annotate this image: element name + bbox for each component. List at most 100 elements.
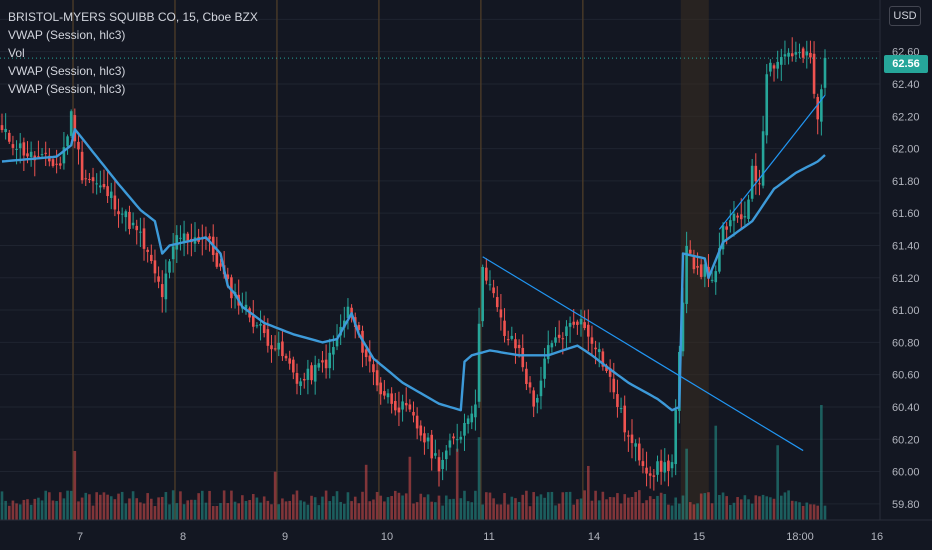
candle-body[interactable]: [401, 401, 404, 410]
candle-body[interactable]: [310, 365, 313, 381]
candle-body[interactable]: [557, 334, 561, 338]
candle-body[interactable]: [648, 473, 652, 476]
candle-body[interactable]: [488, 284, 492, 286]
candle-body[interactable]: [313, 364, 317, 382]
candle-body[interactable]: [99, 185, 102, 188]
candle-body[interactable]: [816, 96, 820, 120]
trendline[interactable]: [718, 94, 826, 230]
indicator-volume-label[interactable]: Vol: [8, 46, 25, 60]
candle-body[interactable]: [317, 363, 321, 368]
candle-body[interactable]: [725, 226, 728, 230]
candle-body[interactable]: [645, 467, 648, 474]
candle-body[interactable]: [718, 248, 721, 272]
trendlines[interactable]: [482, 94, 826, 452]
candle-body[interactable]: [390, 393, 393, 404]
candle-body[interactable]: [292, 359, 295, 373]
candle-body[interactable]: [783, 54, 787, 57]
candle-body[interactable]: [525, 368, 528, 384]
candle-body[interactable]: [51, 159, 55, 166]
candle-body[interactable]: [230, 277, 233, 299]
candle-body[interactable]: [612, 378, 616, 393]
candle-body[interactable]: [58, 163, 62, 166]
candle-body[interactable]: [171, 246, 175, 260]
candle-body[interactable]: [652, 475, 656, 477]
candle-body[interactable]: [721, 225, 725, 250]
candle-body[interactable]: [466, 418, 470, 425]
candle-body[interactable]: [423, 433, 426, 443]
candle-body[interactable]: [485, 267, 488, 281]
candle-body[interactable]: [699, 264, 703, 277]
candle-body[interactable]: [215, 252, 219, 267]
candle-body[interactable]: [113, 195, 117, 210]
candle-body[interactable]: [324, 359, 328, 369]
candle-body[interactable]: [729, 220, 732, 227]
candle-body[interactable]: [637, 443, 641, 461]
candle-body[interactable]: [656, 461, 659, 475]
candle-body[interactable]: [605, 365, 608, 372]
candle-body[interactable]: [820, 89, 823, 122]
candle-body[interactable]: [302, 378, 306, 381]
candle-body[interactable]: [95, 183, 98, 185]
candle-body[interactable]: [561, 338, 565, 340]
candle-body[interactable]: [452, 436, 455, 439]
candle-body[interactable]: [383, 391, 386, 396]
candle-body[interactable]: [372, 364, 375, 373]
candle-body[interactable]: [22, 142, 26, 156]
currency-button[interactable]: USD: [889, 6, 921, 26]
candle-body[interactable]: [805, 51, 809, 56]
candle-body[interactable]: [459, 436, 463, 440]
candle-body[interactable]: [175, 235, 179, 250]
candle-body[interactable]: [168, 261, 171, 273]
candle-body[interactable]: [736, 215, 739, 218]
candle-body[interactable]: [750, 165, 754, 199]
candle-body[interactable]: [80, 151, 84, 181]
candle-body[interactable]: [182, 233, 186, 242]
candle-body[interactable]: [506, 339, 510, 341]
candle-body[interactable]: [463, 422, 466, 436]
candle-body[interactable]: [4, 128, 7, 133]
candle-body[interactable]: [69, 111, 73, 136]
candle-body[interactable]: [583, 322, 586, 329]
candle-body[interactable]: [565, 326, 568, 336]
candle-body[interactable]: [823, 57, 827, 88]
candle-body[interactable]: [62, 147, 66, 164]
candle-body[interactable]: [131, 222, 135, 226]
candle-body[interactable]: [66, 136, 69, 147]
candle-body[interactable]: [776, 61, 779, 69]
candle-body[interactable]: [255, 325, 259, 327]
candle-body[interactable]: [492, 287, 495, 294]
candle-body[interactable]: [754, 165, 758, 182]
candle-body[interactable]: [499, 309, 503, 318]
candle-body[interactable]: [404, 403, 408, 406]
candle-body[interactable]: [88, 178, 91, 180]
candle-body[interactable]: [117, 211, 120, 215]
candle-body[interactable]: [554, 337, 557, 343]
candle-body[interactable]: [11, 144, 15, 148]
candle-body[interactable]: [332, 347, 335, 355]
candle-body[interactable]: [251, 315, 255, 327]
candle-body[interactable]: [521, 347, 525, 368]
candle-body[interactable]: [568, 323, 572, 327]
candle-body[interactable]: [597, 349, 601, 353]
candle-body[interactable]: [412, 411, 415, 416]
candle-body[interactable]: [627, 435, 630, 437]
candle-body[interactable]: [477, 323, 481, 402]
candle-body[interactable]: [787, 52, 790, 57]
candle-body[interactable]: [426, 437, 430, 442]
candle-body[interactable]: [77, 141, 80, 150]
candle-body[interactable]: [616, 394, 619, 407]
candle-body[interactable]: [510, 335, 514, 339]
candle-body[interactable]: [219, 263, 222, 267]
candle-body[interactable]: [710, 279, 714, 281]
candle-body[interactable]: [437, 457, 441, 472]
candle-body[interactable]: [29, 151, 33, 157]
candle-body[interactable]: [266, 329, 270, 346]
trendline[interactable]: [482, 256, 804, 452]
candle-body[interactable]: [357, 324, 361, 331]
candle-body[interactable]: [608, 368, 612, 377]
candle-body[interactable]: [281, 341, 284, 357]
candle-body[interactable]: [48, 155, 51, 162]
candle-body[interactable]: [634, 443, 637, 447]
candle-body[interactable]: [444, 450, 448, 460]
candle-body[interactable]: [91, 177, 95, 182]
